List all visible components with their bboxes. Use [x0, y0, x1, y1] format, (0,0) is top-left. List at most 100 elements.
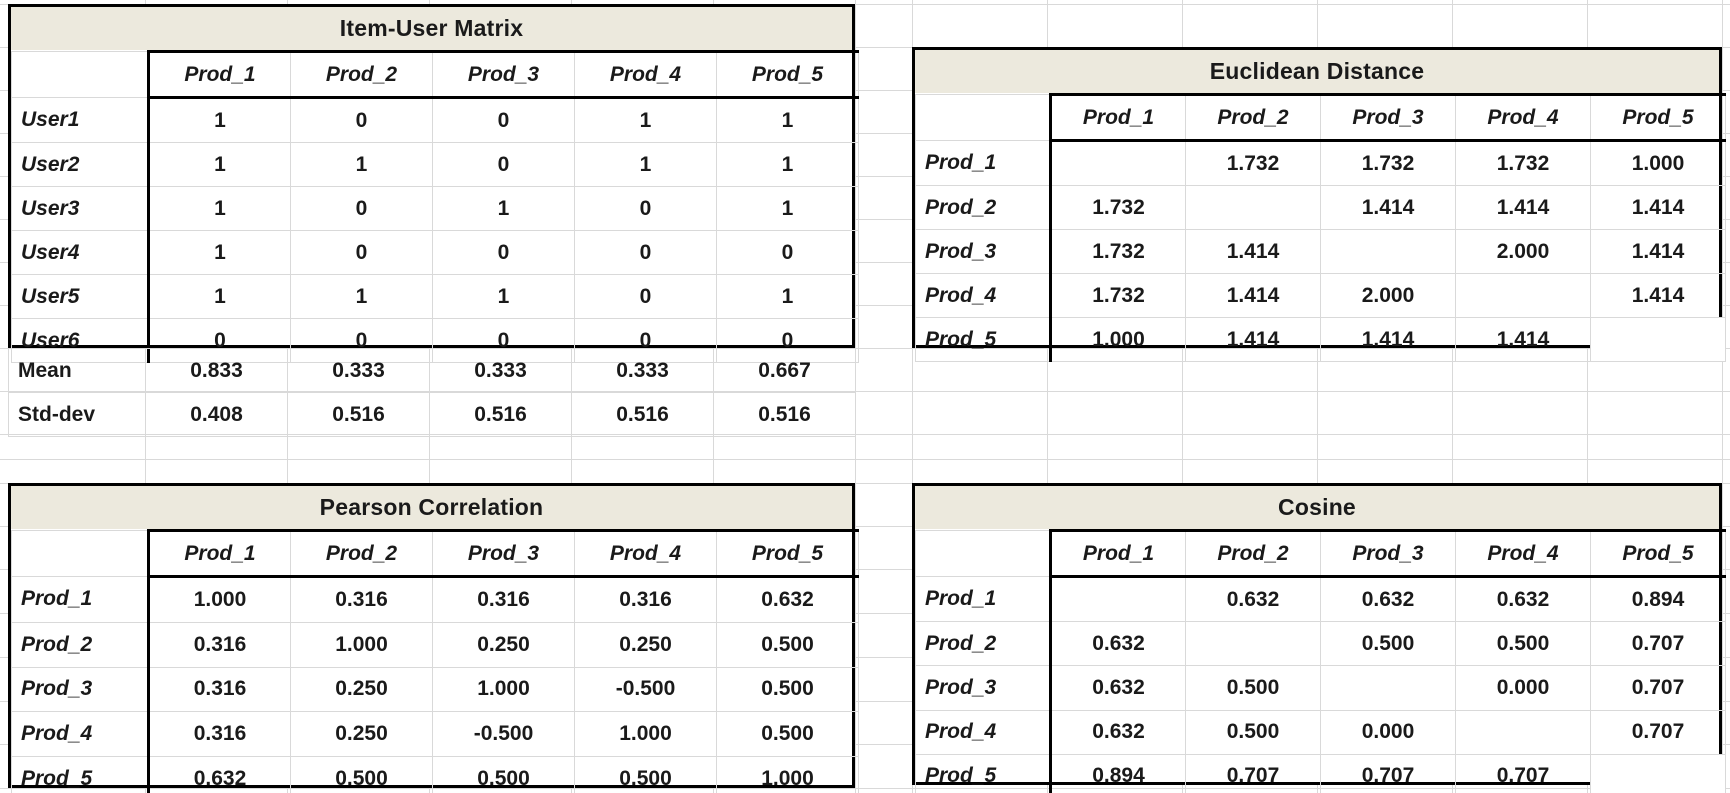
row-header-cell[interactable]: User1 [11, 97, 150, 143]
value-cell[interactable]: 0 [290, 186, 433, 231]
value-cell[interactable]: 0.516 [287, 392, 430, 437]
value-cell[interactable]: 0.000 [1320, 709, 1456, 755]
value-cell[interactable]: 0.632 [148, 756, 291, 793]
value-cell[interactable]: 0.516 [713, 392, 856, 437]
value-cell[interactable]: 0 [290, 230, 433, 275]
row-header-cell[interactable]: Prod_1 [915, 140, 1052, 186]
value-cell[interactable]: 0.500 [1320, 621, 1456, 667]
value-cell[interactable]: 1 [148, 142, 291, 187]
value-cell[interactable]: 1 [290, 142, 433, 187]
value-cell[interactable]: 0.500 [1185, 665, 1321, 711]
value-cell[interactable]: 0.500 [716, 621, 859, 668]
value-cell[interactable]: 0.316 [432, 576, 575, 623]
value-cell[interactable]: 1.414 [1590, 229, 1726, 274]
value-cell[interactable]: 0.500 [716, 711, 859, 758]
row-header-cell[interactable]: User2 [11, 142, 150, 187]
value-cell[interactable]: 0.833 [145, 348, 288, 393]
value-cell[interactable]: 1 [148, 230, 291, 275]
row-header-cell[interactable]: Mean [8, 348, 146, 393]
value-cell[interactable]: 0 [574, 230, 717, 275]
value-cell[interactable]: 0.707 [1590, 621, 1726, 667]
value-cell[interactable]: 0.333 [571, 348, 714, 393]
row-header-cell[interactable]: Prod_5 [11, 756, 150, 793]
value-cell[interactable]: 0.894 [1050, 753, 1186, 793]
corner-cell[interactable] [11, 530, 150, 577]
value-cell[interactable]: 0.250 [290, 666, 433, 713]
value-cell[interactable]: 0 [716, 230, 859, 275]
value-cell[interactable]: 0.632 [1050, 665, 1186, 711]
empty-cell[interactable] [1455, 273, 1591, 318]
value-cell[interactable]: 1 [148, 274, 291, 319]
value-cell[interactable]: 0.500 [1455, 621, 1591, 667]
column-header-cell[interactable]: Prod_5 [716, 50, 859, 99]
row-header-cell[interactable]: Std-dev [8, 392, 146, 437]
value-cell[interactable]: 1.000 [716, 756, 859, 793]
value-cell[interactable]: 0.894 [1590, 575, 1726, 623]
value-cell[interactable]: 0.632 [1455, 575, 1591, 623]
value-cell[interactable]: 0 [432, 230, 575, 275]
value-cell[interactable]: 1.414 [1185, 273, 1321, 318]
value-cell[interactable]: 1 [432, 186, 575, 231]
row-header-cell[interactable]: User4 [11, 230, 150, 275]
value-cell[interactable]: 1.000 [1050, 317, 1186, 362]
value-cell[interactable]: 1 [574, 97, 717, 143]
value-cell[interactable]: 0.707 [1455, 753, 1591, 793]
value-cell[interactable]: 1.000 [1590, 140, 1726, 186]
value-cell[interactable]: -0.500 [432, 711, 575, 758]
empty-cell[interactable] [1320, 665, 1456, 711]
row-header-cell[interactable]: Prod_1 [915, 575, 1052, 623]
value-cell[interactable]: 1.732 [1320, 140, 1456, 186]
row-header-cell[interactable]: Prod_2 [11, 621, 150, 668]
pearson-correlation-title[interactable]: Pearson Correlation [11, 486, 852, 529]
row-header-cell[interactable]: Prod_1 [11, 576, 150, 623]
value-cell[interactable]: 1 [574, 142, 717, 187]
row-header-cell[interactable]: Prod_2 [915, 621, 1052, 667]
value-cell[interactable]: 0.632 [716, 576, 859, 623]
empty-cell[interactable] [1185, 185, 1321, 230]
value-cell[interactable]: 0.707 [1320, 753, 1456, 793]
value-cell[interactable]: 0.632 [1050, 709, 1186, 755]
empty-cell[interactable] [1320, 229, 1456, 274]
value-cell[interactable]: 0.500 [574, 756, 717, 793]
value-cell[interactable]: 0.632 [1185, 575, 1321, 623]
value-cell[interactable]: 0.333 [287, 348, 430, 393]
value-cell[interactable]: 1.000 [290, 621, 433, 668]
value-cell[interactable]: 1.732 [1050, 229, 1186, 274]
value-cell[interactable]: 1.732 [1185, 140, 1321, 186]
column-header-cell[interactable]: Prod_3 [1320, 93, 1456, 142]
row-header-cell[interactable]: Prod_3 [915, 665, 1052, 711]
value-cell[interactable]: 0 [432, 97, 575, 143]
column-header-cell[interactable]: Prod_5 [1590, 529, 1726, 578]
value-cell[interactable]: 1.414 [1320, 317, 1456, 362]
row-header-cell[interactable]: Prod_2 [915, 185, 1052, 230]
value-cell[interactable]: 1 [290, 274, 433, 319]
value-cell[interactable]: 0.707 [1185, 753, 1321, 793]
column-header-cell[interactable]: Prod_2 [290, 50, 433, 99]
value-cell[interactable]: 0.333 [429, 348, 572, 393]
column-header-cell[interactable]: Prod_1 [148, 529, 291, 578]
value-cell[interactable]: 0.250 [574, 621, 717, 668]
value-cell[interactable]: 0 [290, 97, 433, 143]
column-header-cell[interactable]: Prod_4 [1455, 93, 1591, 142]
column-header-cell[interactable]: Prod_3 [1320, 529, 1456, 578]
row-header-cell[interactable]: Prod_4 [11, 711, 150, 758]
value-cell[interactable]: 0.316 [148, 621, 291, 668]
value-cell[interactable]: 0.408 [145, 392, 288, 437]
value-cell[interactable]: 1 [716, 274, 859, 319]
column-header-cell[interactable]: Prod_4 [574, 50, 717, 99]
value-cell[interactable]: 1.414 [1185, 229, 1321, 274]
value-cell[interactable]: 0.707 [1590, 709, 1726, 755]
value-cell[interactable]: 1 [432, 274, 575, 319]
value-cell[interactable]: 0.250 [432, 621, 575, 668]
value-cell[interactable]: 1.000 [148, 576, 291, 623]
value-cell[interactable]: 1.414 [1320, 185, 1456, 230]
value-cell[interactable]: 0.632 [1050, 621, 1186, 667]
column-header-cell[interactable]: Prod_1 [1050, 529, 1186, 578]
column-header-cell[interactable]: Prod_4 [574, 529, 717, 578]
value-cell[interactable]: 1.000 [574, 711, 717, 758]
column-header-cell[interactable]: Prod_5 [1590, 93, 1726, 142]
row-header-cell[interactable]: Prod_5 [915, 317, 1052, 362]
value-cell[interactable]: 0.516 [571, 392, 714, 437]
cosine-title[interactable]: Cosine [915, 486, 1719, 529]
value-cell[interactable]: 1 [716, 142, 859, 187]
